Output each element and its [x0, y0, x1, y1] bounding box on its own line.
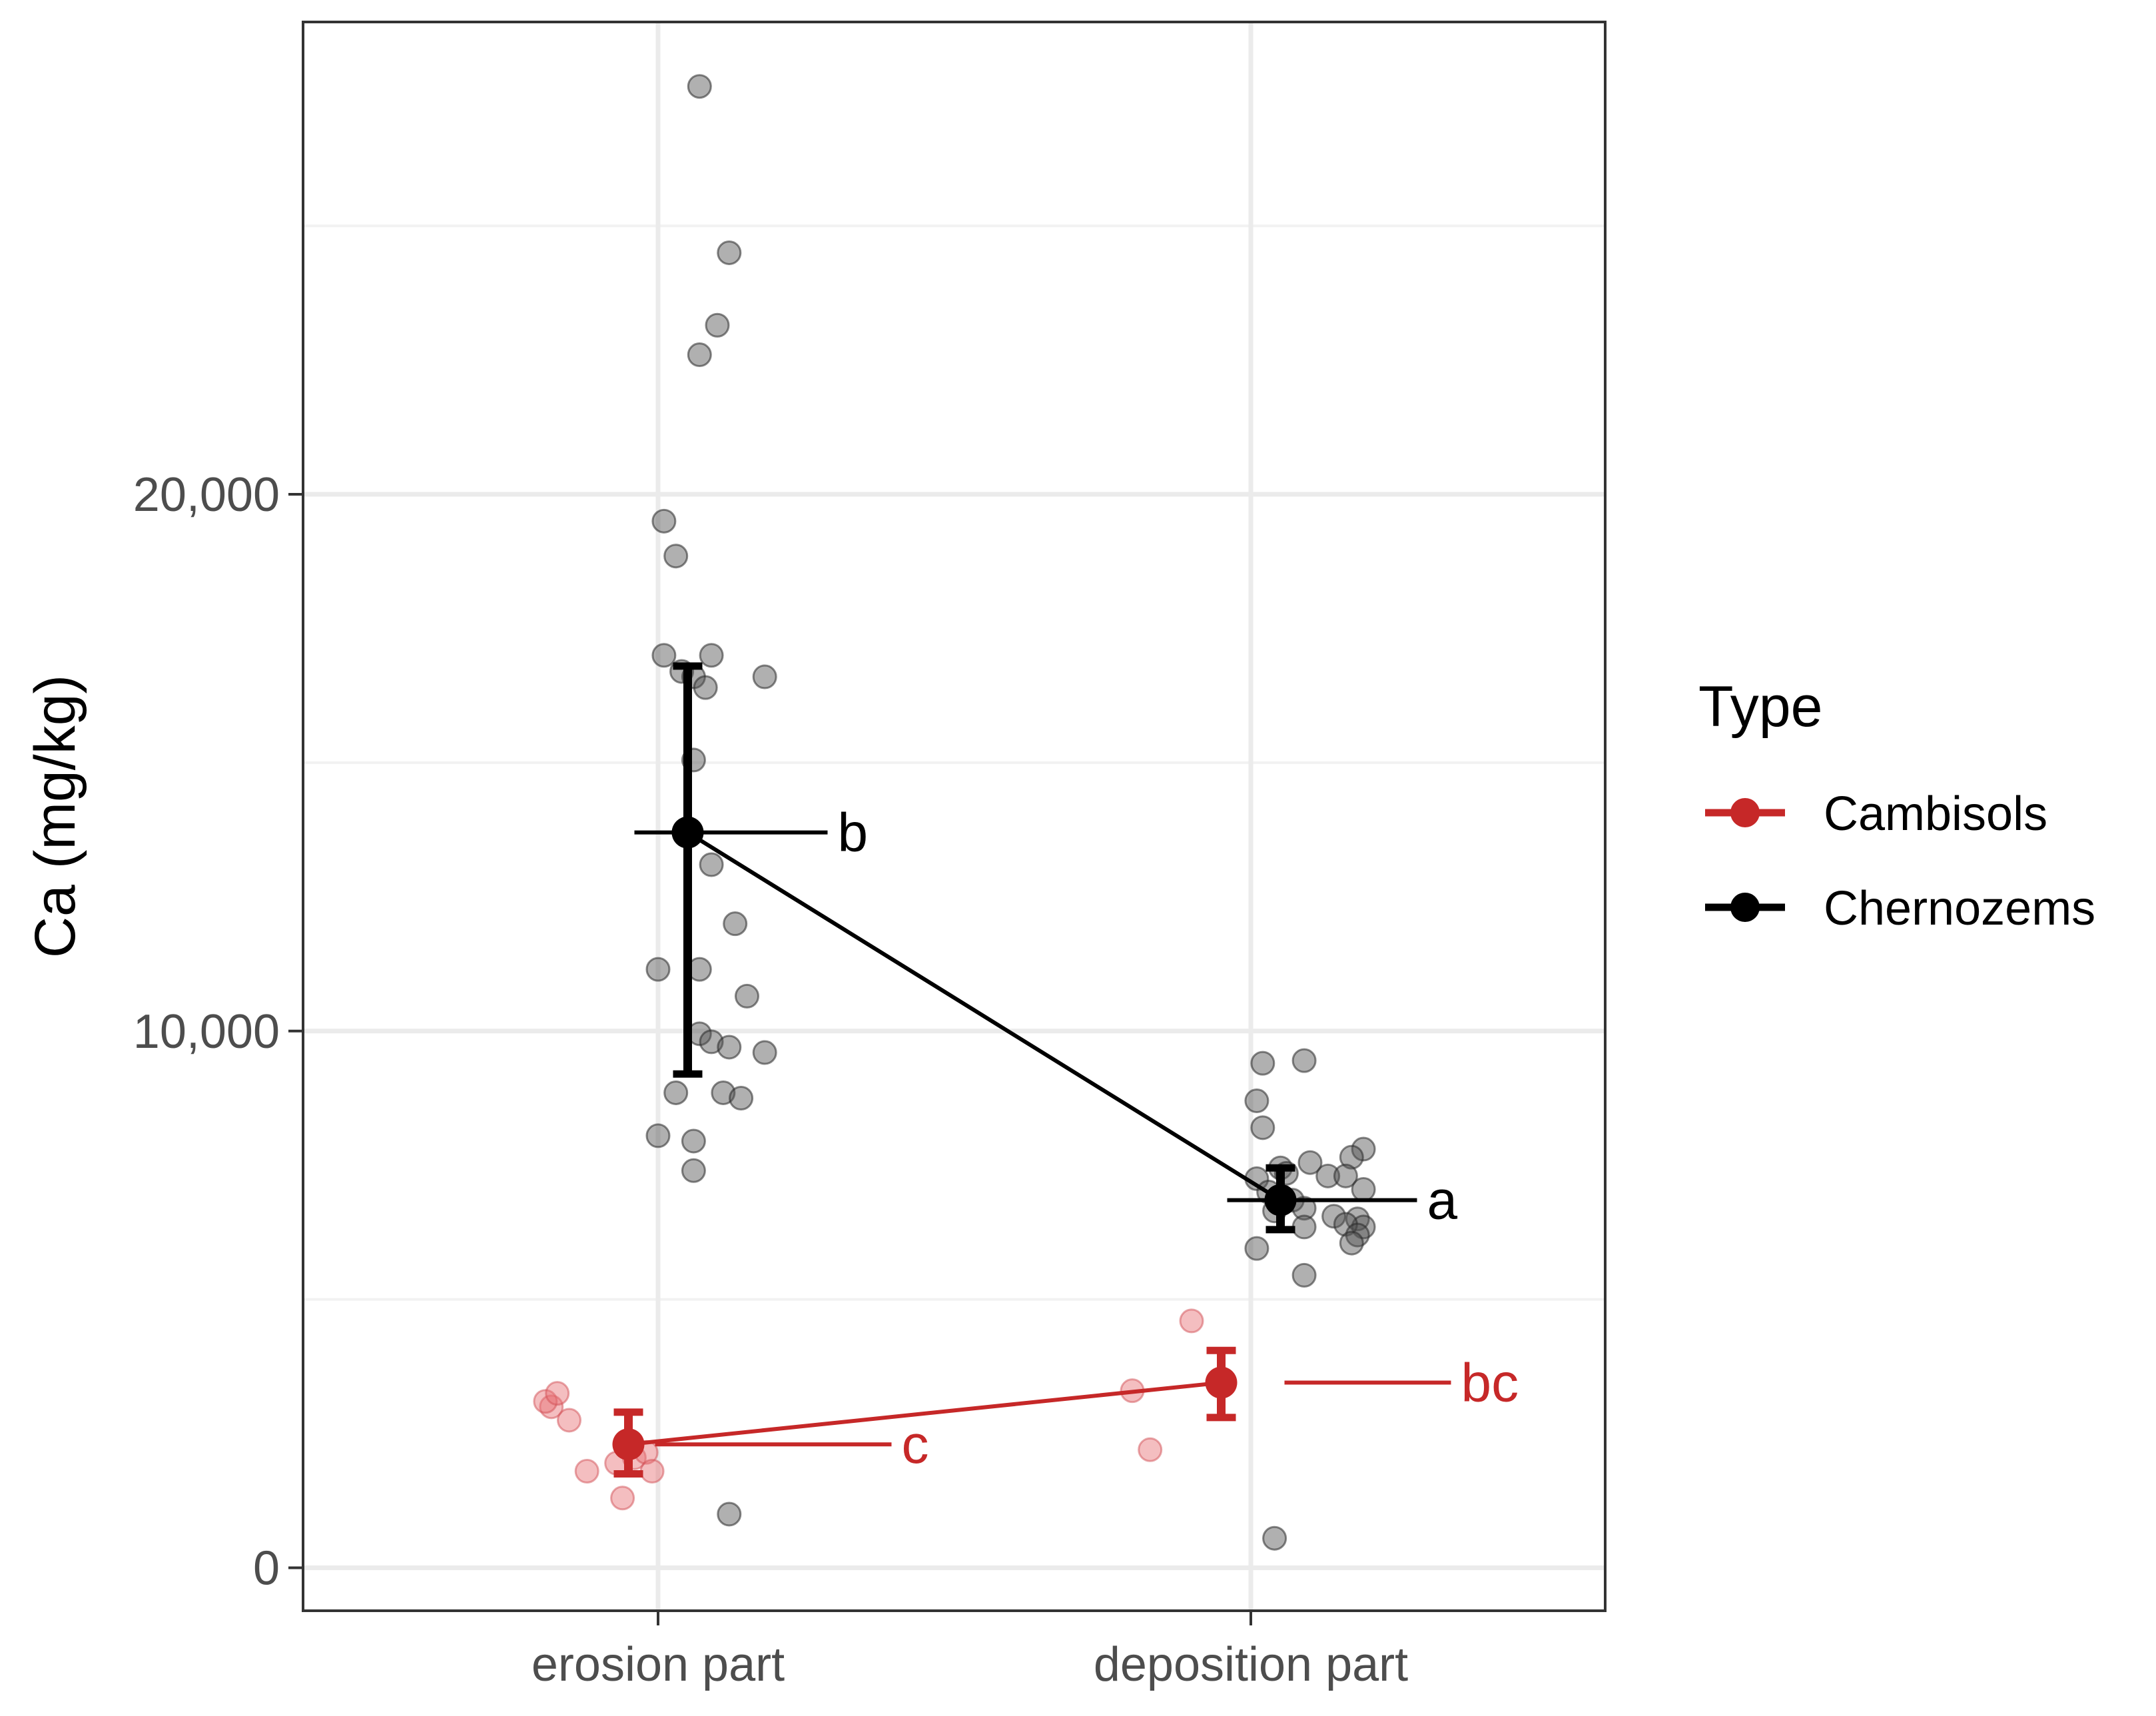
raw-point	[1244, 1236, 1269, 1261]
legend-entry-cambisols[interactable]: Cambisols	[1705, 787, 2047, 841]
significance-letter: c	[902, 1414, 929, 1475]
raw-point	[717, 240, 742, 265]
panel-border	[302, 21, 1607, 1612]
raw-point	[651, 643, 677, 668]
mean-connector-line	[686, 831, 1282, 1202]
legend-title: Type	[1698, 675, 1822, 739]
raw-point	[1291, 1214, 1317, 1240]
legend-key-point	[1730, 798, 1760, 827]
raw-point	[610, 1486, 635, 1511]
y-tick-label: 20,000	[133, 468, 280, 522]
raw-point	[1262, 1525, 1287, 1551]
raw-point	[663, 544, 689, 569]
legend-key-point	[1730, 893, 1760, 922]
legend-label-cambisols: Cambisols	[1824, 787, 2047, 841]
raw-point	[735, 983, 759, 1009]
legend-label-chernozems: Chernozems	[1824, 882, 2095, 935]
raw-point	[1297, 1150, 1323, 1175]
raw-point	[687, 74, 712, 99]
y-tick-label: 10,000	[133, 1005, 280, 1059]
mean-point	[1264, 1184, 1297, 1216]
raw-point	[1339, 1144, 1364, 1170]
y-tick-label: 0	[253, 1542, 280, 1595]
grid	[303, 22, 1605, 1611]
raw-point	[699, 852, 724, 877]
raw-point	[645, 957, 671, 982]
raw-point	[557, 1408, 581, 1433]
raw-point	[1351, 1176, 1376, 1202]
axes: Ca (mg/kg) 0 10,000 20,000 erosion part depo…	[23, 468, 1408, 1691]
raw-point	[717, 1035, 742, 1060]
raw-point	[752, 664, 777, 689]
panel-background	[303, 22, 1605, 1611]
raw-point	[729, 1086, 754, 1111]
mean-point	[671, 816, 704, 849]
significance-letter: a	[1427, 1170, 1458, 1231]
raw-point	[1315, 1163, 1341, 1188]
mean-connector-line	[628, 1380, 1222, 1447]
raw-point	[574, 1459, 599, 1484]
raw-point	[1291, 1262, 1317, 1288]
summary-marks: c bc b a	[612, 662, 1519, 1478]
raw-point	[639, 1459, 665, 1484]
raw-point	[1250, 1051, 1275, 1076]
raw-point	[1250, 1115, 1275, 1140]
raw-point	[723, 911, 748, 937]
raw-point	[752, 1040, 777, 1065]
raw-point	[651, 508, 677, 534]
significance-letter: b	[838, 803, 869, 863]
raw-point	[663, 1080, 689, 1105]
raw-point	[699, 643, 724, 668]
raw-point	[1244, 1088, 1269, 1114]
mean-point	[1205, 1366, 1238, 1399]
raw-point	[1138, 1437, 1163, 1462]
raw-point	[1291, 1048, 1317, 1073]
raw-point	[681, 1128, 706, 1154]
significance-letter: bc	[1461, 1353, 1519, 1414]
raw-point	[693, 675, 718, 700]
x-tick-label: deposition part	[1094, 1638, 1408, 1691]
raw-point	[645, 1123, 671, 1148]
y-axis-title: Ca (mg/kg)	[23, 675, 87, 958]
mean-point	[612, 1428, 645, 1461]
raw-point	[687, 342, 712, 368]
raw-point	[1339, 1230, 1364, 1256]
legend-entry-chernozems[interactable]: Chernozems	[1705, 882, 2095, 935]
raw-point	[545, 1381, 570, 1406]
x-tick-label: erosion part	[532, 1638, 785, 1691]
raw-point	[1179, 1308, 1204, 1334]
raw-point	[717, 1502, 742, 1527]
raw-point	[1333, 1163, 1358, 1188]
panel-frame	[302, 21, 1607, 1612]
raw-point	[681, 1158, 706, 1183]
legend[interactable]: Type Cambisols Chernozems	[1698, 675, 2095, 935]
raw-point	[705, 312, 730, 338]
